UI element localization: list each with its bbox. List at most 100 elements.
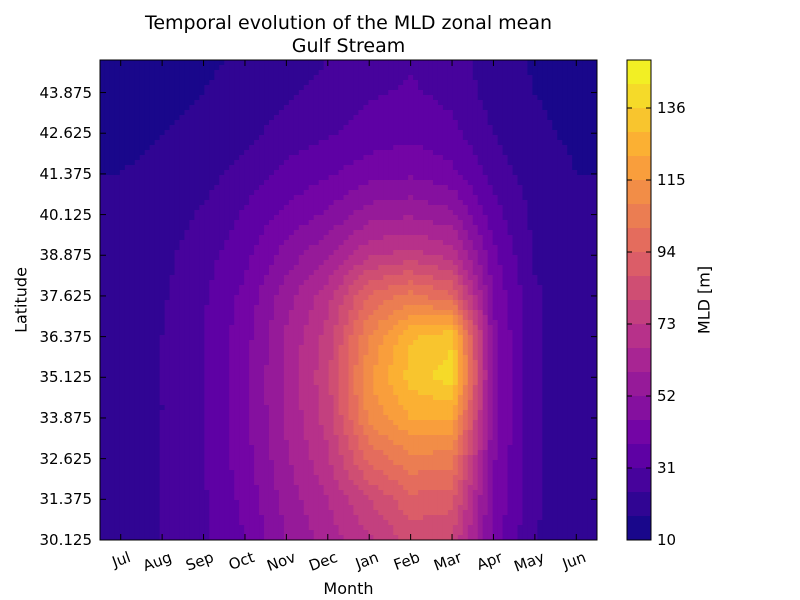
heatmap-cell <box>100 280 106 286</box>
heatmap-cell <box>452 220 459 226</box>
heatmap-cell <box>214 110 220 116</box>
heatmap-cell <box>457 140 464 146</box>
heatmap-cell <box>244 255 250 261</box>
heatmap-cell <box>209 60 215 66</box>
heatmap-cell <box>189 290 196 296</box>
heatmap-cell <box>477 120 484 126</box>
heatmap-cell <box>333 255 340 261</box>
heatmap-cell <box>159 265 166 271</box>
heatmap-cell <box>139 215 146 221</box>
heatmap-cell <box>184 65 191 71</box>
heatmap-cell <box>174 150 181 156</box>
heatmap-cell <box>542 160 548 166</box>
heatmap-cell <box>577 200 583 206</box>
heatmap-cell <box>592 60 597 66</box>
heatmap-cell <box>492 60 499 66</box>
heatmap-cell <box>537 100 543 106</box>
heatmap-cell <box>303 145 310 151</box>
heatmap-cell <box>442 235 449 241</box>
heatmap-cell <box>482 60 489 66</box>
heatmap-cell <box>363 280 369 286</box>
heatmap-cell <box>572 200 578 206</box>
heatmap-cell <box>184 215 191 221</box>
heatmap-cell <box>328 265 335 271</box>
heatmap-cell <box>184 240 191 246</box>
heatmap-cell <box>313 165 320 171</box>
heatmap-cell <box>363 60 369 66</box>
heatmap-cell <box>547 160 553 166</box>
heatmap-cell <box>134 105 141 111</box>
heatmap-cell <box>567 180 573 186</box>
heatmap-cell <box>398 130 404 136</box>
heatmap-cell <box>144 170 151 176</box>
heatmap-cell <box>542 95 548 101</box>
heatmap-cell <box>393 255 399 261</box>
heatmap-cell <box>189 135 196 141</box>
heatmap-cell <box>462 105 469 111</box>
heatmap-cell <box>383 295 389 301</box>
heatmap-cell <box>378 200 384 206</box>
heatmap-cell <box>373 285 379 291</box>
heatmap-cell <box>303 305 310 311</box>
heatmap-cell <box>179 145 186 151</box>
heatmap-cell <box>144 60 151 66</box>
heatmap-cell <box>273 265 280 271</box>
heatmap-cell <box>283 190 290 196</box>
heatmap-cell <box>204 160 210 166</box>
heatmap-cell <box>100 210 106 216</box>
heatmap-cell <box>323 60 330 66</box>
heatmap-cell <box>249 70 255 76</box>
heatmap-cell <box>318 115 325 121</box>
heatmap-cell <box>194 75 200 81</box>
heatmap-cell <box>179 245 186 251</box>
heatmap-cell <box>497 220 504 226</box>
heatmap-cell <box>109 240 116 246</box>
heatmap-cell <box>462 120 469 126</box>
heatmap-cell <box>109 170 116 176</box>
heatmap-cell <box>452 145 459 151</box>
heatmap-cell <box>592 300 597 306</box>
heatmap-cell <box>139 225 146 231</box>
heatmap-cell <box>144 280 151 286</box>
heatmap-cell <box>224 70 230 76</box>
heatmap-cell <box>199 105 205 111</box>
heatmap-cell <box>109 60 116 66</box>
heatmap-cell <box>532 235 538 241</box>
heatmap-cell <box>273 225 280 231</box>
heatmap-cell <box>492 190 499 196</box>
heatmap-cell <box>199 265 205 271</box>
heatmap-cell <box>527 175 533 181</box>
heatmap-cell <box>487 200 494 206</box>
heatmap-cell <box>234 110 240 116</box>
heatmap-cell <box>124 260 131 266</box>
heatmap-cell <box>497 110 504 116</box>
heatmap-cell <box>283 285 290 291</box>
heatmap-cell <box>169 230 176 236</box>
heatmap-cell <box>572 115 578 121</box>
heatmap-cell <box>423 300 429 306</box>
heatmap-cell <box>114 70 121 76</box>
heatmap-cell <box>283 235 290 241</box>
heatmap-cell <box>338 105 345 111</box>
heatmap-cell <box>134 65 141 71</box>
heatmap-cell <box>244 295 250 301</box>
heatmap-cell <box>264 165 270 171</box>
heatmap-cell <box>487 80 494 86</box>
heatmap-cell <box>492 245 499 251</box>
heatmap-cell <box>139 165 146 171</box>
heatmap-cell <box>547 80 553 86</box>
heatmap-cell <box>423 115 429 121</box>
heatmap-cell <box>428 175 434 181</box>
heatmap-cell <box>502 255 509 261</box>
heatmap-cell <box>477 230 484 236</box>
heatmap-cell <box>249 115 255 121</box>
heatmap-cell <box>308 70 315 76</box>
heatmap-cell <box>293 260 300 266</box>
heatmap-cell <box>129 135 136 141</box>
heatmap-cell <box>442 200 449 206</box>
heatmap-cell <box>398 225 404 231</box>
heatmap-cell <box>273 95 280 101</box>
heatmap-cell <box>278 90 285 96</box>
heatmap-cell <box>368 170 374 176</box>
heatmap-cell <box>383 235 389 241</box>
